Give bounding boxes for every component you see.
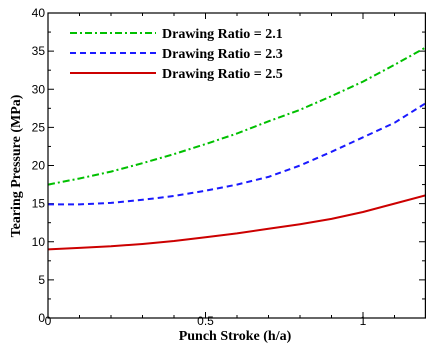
y-tick-label: 0 <box>38 311 45 325</box>
y-tick-label: 5 <box>38 273 45 287</box>
x-tick-label: 0.5 <box>197 314 214 328</box>
series-line <box>47 46 426 186</box>
y-axis-title: Tearing Pressure (MPa) <box>9 94 24 237</box>
y-tick-label: 30 <box>32 82 46 96</box>
legend-label: Drawing Ratio = 2.1 <box>162 27 283 42</box>
legend-label: Drawing Ratio = 2.3 <box>162 47 283 62</box>
legend: Drawing Ratio = 2.1 Drawing Ratio = 2.3 Dr… <box>70 27 283 82</box>
plot-frame <box>47 12 426 319</box>
x-tick-label: 0 <box>45 314 52 328</box>
series-line <box>47 194 426 251</box>
y-tick-label: 20 <box>32 159 46 173</box>
series-line <box>48 102 426 206</box>
series-lines <box>47 46 426 251</box>
y-tick-label: 40 <box>32 6 46 20</box>
legend-label: Drawing Ratio = 2.5 <box>162 67 283 82</box>
y-tick-label: 35 <box>32 44 46 58</box>
x-axis-title: Punch Stroke (h/a) <box>179 329 292 344</box>
y-tick-label: 10 <box>32 235 46 249</box>
y-tick-label: 15 <box>32 197 46 211</box>
y-tick-label: 25 <box>32 120 46 134</box>
x-tick-label: 1 <box>360 314 367 328</box>
